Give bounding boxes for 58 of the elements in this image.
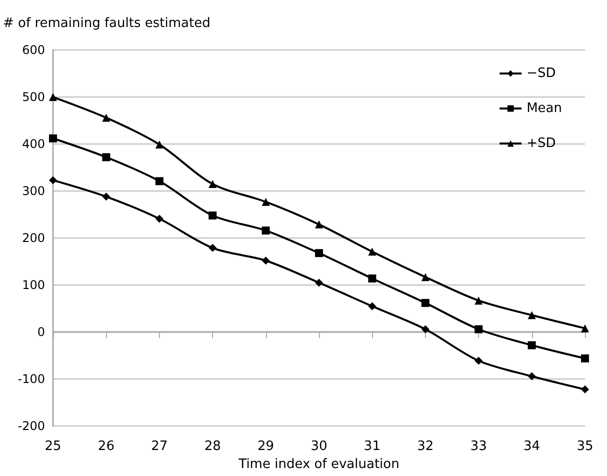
point (155, 177, 164, 186)
point (262, 198, 270, 206)
point (528, 311, 536, 320)
legend-label: −SD (526, 66, 556, 81)
x-tick-label: 31 (364, 439, 380, 454)
x-tick-label: 30 (310, 439, 328, 454)
y-tick-label: 200 (22, 231, 45, 246)
point (474, 356, 483, 365)
point (102, 153, 110, 162)
x-tick-label: 35 (576, 439, 594, 454)
x-tick-label: 34 (524, 439, 540, 454)
y-axis-title: # of remaining faults estimated (3, 16, 210, 31)
y-tick-label: 600 (22, 43, 45, 57)
point (368, 248, 376, 256)
x-tick-label: 25 (44, 439, 62, 454)
x-axis-title: Time index of evaluation (238, 457, 400, 472)
point (315, 220, 323, 228)
x-tick-label: 28 (204, 439, 221, 454)
y-tick-label: 500 (22, 90, 45, 104)
point (49, 134, 57, 142)
y-tick-label: -200 (18, 419, 45, 434)
legend-label: Mean (526, 101, 562, 116)
point (208, 244, 217, 252)
legend-label: +SD (526, 136, 556, 151)
x-tick-label: 26 (98, 439, 114, 454)
point (315, 278, 323, 287)
y-tick-label: -100 (18, 372, 45, 386)
x-tick-label: 29 (258, 439, 274, 454)
point (208, 180, 217, 188)
point (528, 341, 536, 350)
point (421, 273, 430, 282)
x-tick-label: 33 (470, 439, 487, 454)
point (421, 325, 430, 334)
x-tick-label: 32 (417, 439, 434, 454)
point (474, 296, 483, 305)
point (368, 302, 376, 310)
point (49, 93, 57, 102)
point (421, 298, 430, 307)
point (581, 385, 589, 394)
point (581, 324, 589, 332)
point (49, 176, 57, 184)
y-tick-label: 300 (22, 184, 45, 198)
point (368, 274, 376, 282)
point (208, 211, 217, 220)
point (528, 372, 536, 380)
point (262, 226, 270, 235)
point (262, 256, 270, 265)
point (155, 140, 164, 148)
y-tick-label: 0 (37, 325, 45, 340)
point (155, 214, 164, 223)
point (102, 192, 110, 201)
point (474, 325, 483, 334)
point (315, 249, 323, 258)
y-tick-label: 400 (22, 137, 45, 152)
x-tick-label: 27 (151, 439, 168, 454)
point (581, 354, 589, 362)
y-tick-label: 100 (22, 278, 45, 292)
point (102, 114, 110, 122)
